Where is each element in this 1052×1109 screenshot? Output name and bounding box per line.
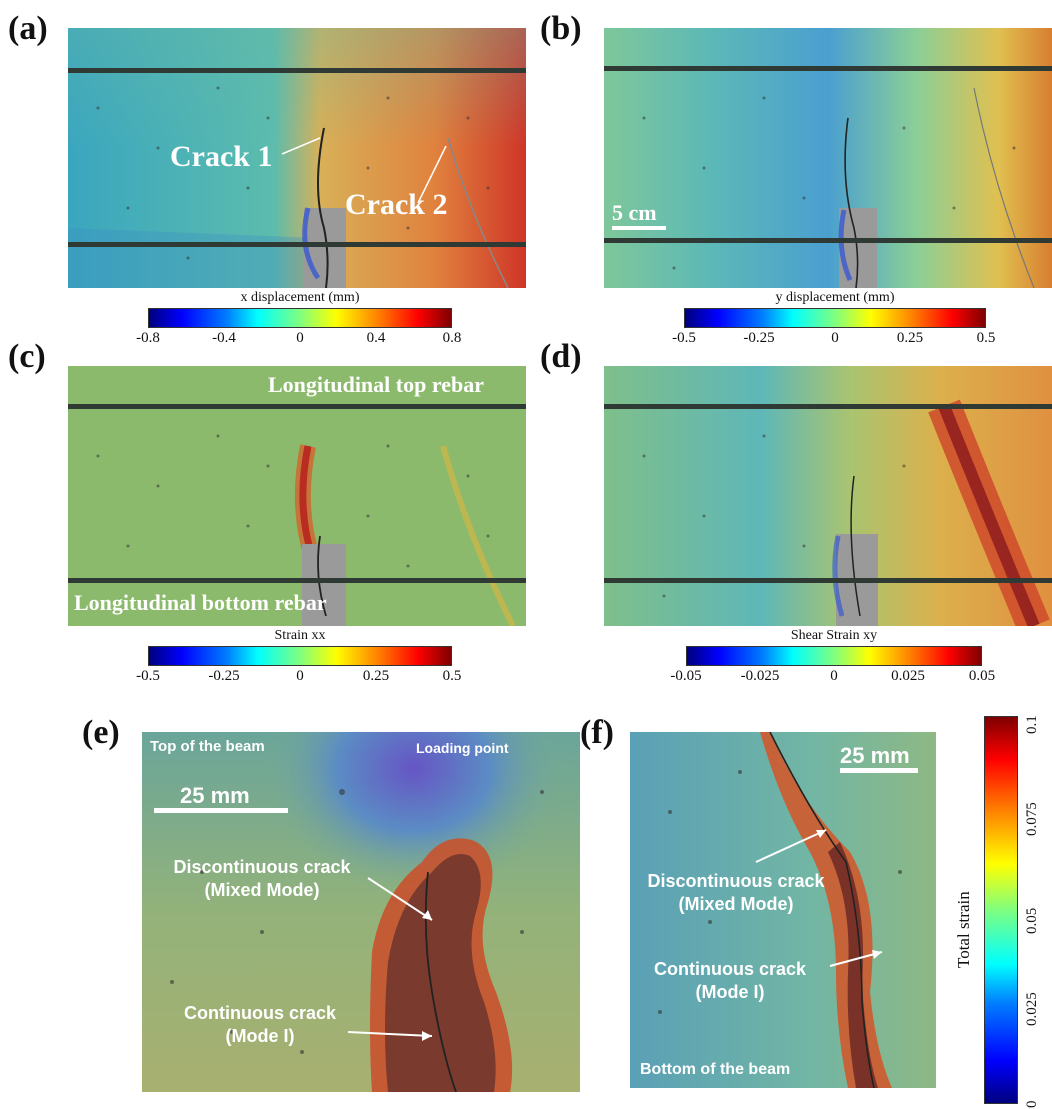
colorbar-d: Shear Strain xy -0.05 -0.025 0 0.025 0.0… (670, 628, 995, 690)
scale-bar-f-label: 25 mm (840, 743, 910, 768)
colorbar-d-tick: 0.05 (968, 668, 996, 684)
colorbar-ef-tick: 0.05 (1024, 907, 1040, 934)
panel-f-image (630, 732, 936, 1088)
colorbar-c: Strain xx -0.5 -0.25 0 0.25 0.5 (136, 628, 461, 690)
colorbar-c-tick: -0.5 (136, 668, 160, 684)
discontinuous-crack-f-line1: Discontinuous crack (647, 871, 825, 891)
panel-d-image (604, 366, 1052, 626)
colorbar-b-tick: -0.5 (672, 330, 696, 346)
continuous-crack-e-line1: Continuous crack (183, 1003, 337, 1023)
bottom-rebar-label: Longitudinal bottom rebar (74, 590, 327, 615)
colorbar-d-tick: 0.025 (891, 668, 925, 684)
colorbar-c-tick: 0 (296, 668, 304, 684)
colorbar-c-tick: 0.5 (442, 668, 462, 684)
colorbar-ef-tick: 0.1 (1024, 715, 1040, 734)
panel-label-a: (a) (8, 10, 48, 47)
colorbar-b: y displacement (mm) -0.5 -0.25 0 0.25 0.… (672, 290, 995, 352)
colorbar-c-tick: -0.25 (208, 668, 240, 684)
panel-label-c: (c) (8, 338, 46, 375)
panel-label-b: (b) (540, 10, 582, 47)
colorbar-ef-tick: 0.025 (1024, 992, 1040, 1026)
panel-label-d: (d) (540, 338, 582, 375)
colorbar-ef-strip (984, 716, 1018, 1104)
colorbar-ef-title: Total strain (954, 891, 973, 968)
colorbar-ef-tick: 0 (1024, 1100, 1040, 1109)
colorbar-b-tick: 0 (831, 330, 839, 346)
top-rebar-label: Longitudinal top rebar (268, 372, 484, 397)
continuous-crack-f-label: Continuous crack (Mode I) (640, 958, 820, 1003)
colorbar-ef: 0 0.025 0.05 0.075 0.1 Total strain (950, 708, 1050, 1108)
crack-1-label: Crack 1 (170, 140, 273, 173)
colorbar-ef-tick: 0.075 (1024, 802, 1040, 836)
colorbar-b-tick: 0.5 (976, 330, 996, 346)
panel-label-f: (f) (580, 714, 614, 751)
colorbar-b-strip (684, 308, 986, 328)
colorbar-d-title: Shear Strain xy (790, 628, 878, 643)
colorbar-d-tick: 0 (830, 668, 838, 684)
colorbar-d-tick: -0.05 (670, 668, 702, 684)
colorbar-c-strip (148, 646, 452, 666)
panel-label-e: (e) (82, 714, 120, 751)
continuous-crack-f-line1: Continuous crack (653, 959, 807, 979)
discontinuous-crack-e-label: Discontinuous crack (Mixed Mode) (162, 856, 362, 901)
continuous-crack-f-line2: (Mode I) (695, 981, 765, 1002)
colorbar-d-strip (686, 646, 982, 666)
discontinuous-crack-f-line2: (Mixed Mode) (678, 893, 794, 914)
colorbar-c-title: Strain xx (274, 628, 326, 643)
panel-b-image (604, 28, 1052, 288)
colorbar-a-title: x displacement (mm) (240, 290, 360, 305)
scale-bar-e-label: 25 mm (180, 783, 250, 808)
colorbar-b-title: y displacement (mm) (775, 290, 895, 305)
continuous-crack-e-line2: (Mode I) (225, 1025, 295, 1046)
discontinuous-crack-e-line1: Discontinuous crack (173, 857, 351, 877)
panel-e-image (142, 732, 580, 1092)
colorbar-b-tick: 0.25 (896, 330, 924, 346)
top-of-beam-label: Top of the beam (150, 738, 265, 755)
colorbar-a: x displacement (mm) -0.8 -0.4 0 0.4 0.8 (136, 290, 461, 352)
colorbar-a-tick: 0.4 (366, 330, 386, 346)
colorbar-b-tick: -0.25 (743, 330, 775, 346)
scale-bar-b-label: 5 cm (612, 200, 657, 225)
colorbar-d-tick: -0.025 (740, 668, 780, 684)
panel-c-image (68, 366, 526, 626)
colorbar-a-strip (148, 308, 452, 328)
colorbar-a-tick: -0.8 (136, 330, 160, 346)
colorbar-a-tick: 0 (296, 330, 304, 346)
discontinuous-crack-e-line2: (Mixed Mode) (204, 879, 320, 900)
colorbar-a-tick: -0.4 (212, 330, 236, 346)
bottom-of-beam-label: Bottom of the beam (640, 1061, 791, 1078)
loading-point-label: Loading point (416, 740, 509, 756)
continuous-crack-e-label: Continuous crack (Mode I) (160, 1002, 360, 1047)
crack-2-label: Crack 2 (345, 188, 448, 221)
discontinuous-crack-f-label: Discontinuous crack (Mixed Mode) (626, 870, 846, 915)
colorbar-a-tick: 0.8 (442, 330, 462, 346)
panel-a-image (68, 28, 526, 288)
colorbar-c-tick: 0.25 (362, 668, 390, 684)
